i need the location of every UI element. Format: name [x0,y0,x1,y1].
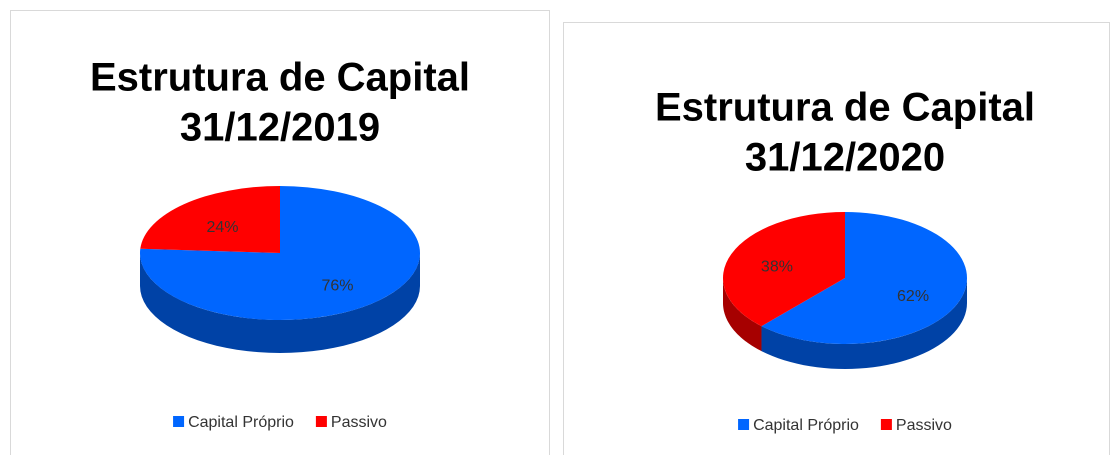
pie-slice [140,186,280,253]
pie-slice-side [723,278,762,352]
legend-label: Passivo [331,414,387,431]
pie-slice-side [761,278,967,369]
pie-slice [722,212,845,327]
data-label: 24% [206,219,238,236]
legend-swatch [173,416,185,427]
chart-title: Estrutura de Capital [655,86,1035,130]
legend: Capital Próprio Passivo [173,414,387,431]
data-label: 62% [897,288,929,305]
legend-swatch [315,416,327,427]
legend-label: Passivo [896,417,952,434]
pie-slice [761,212,967,344]
legend-label: Capital Próprio [753,417,859,434]
data-label: 38% [761,259,793,276]
data-label: 76% [321,278,353,295]
chart-title: 31/12/2020 [745,136,945,180]
legend-label: Capital Próprio [188,414,294,431]
chart-title: 31/12/2019 [180,106,380,150]
chart-title: Estrutura de Capital [90,56,470,100]
legend-swatch [880,419,892,430]
pie-slice-side [140,253,420,353]
legend: Capital Próprio Passivo [738,417,952,434]
legend-swatch [738,419,750,430]
